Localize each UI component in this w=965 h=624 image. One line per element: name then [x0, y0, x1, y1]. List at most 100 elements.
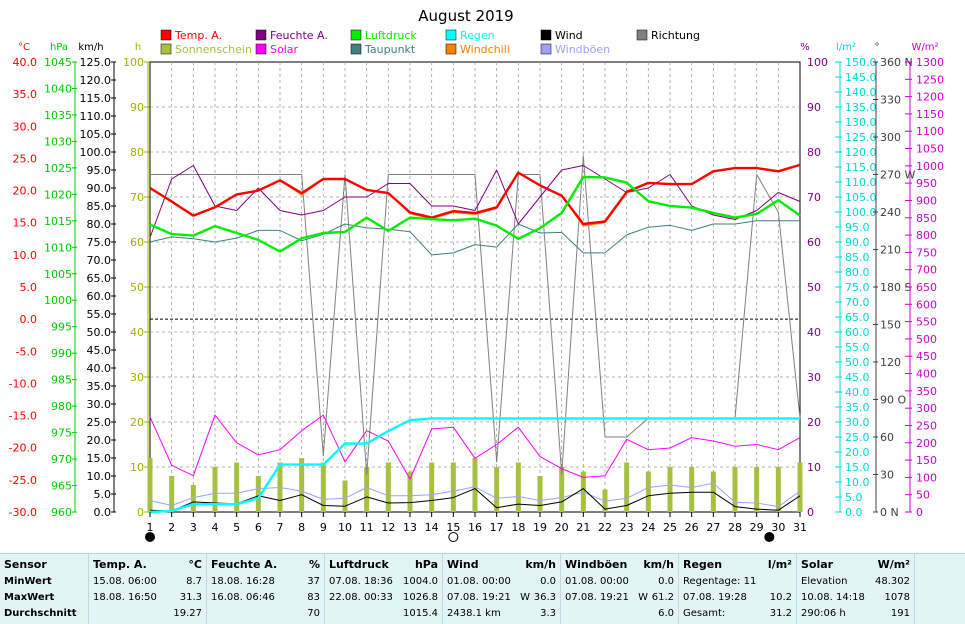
direction-tick-label: 0 N — [880, 506, 899, 519]
x-tick-label: 16 — [468, 521, 482, 534]
kmh-tick-label: 50.0 — [87, 326, 112, 339]
sunshine-bar — [450, 462, 456, 512]
rain-tick-label: 130.0 — [845, 116, 877, 129]
x-tick-label: 28 — [728, 521, 742, 534]
stats-pressure-min-time: 07.08. 18:36 — [329, 576, 393, 587]
direction-tick-label: 330 — [880, 94, 901, 107]
rain-tick-label: 95.0 — [845, 221, 870, 234]
stats-rain-max: 10.2 — [769, 592, 792, 603]
stats-pressure-title: Luftdruck — [329, 558, 389, 571]
percent-tick-label: 10 — [807, 461, 821, 474]
kmh-tick-label: 5.0 — [94, 488, 112, 501]
stats-temp-block: Temp. A. °C 15.08. 06:00 8.7 18.08. 16:50 3… — [89, 554, 207, 624]
hpa-tick-label: 960 — [51, 506, 72, 519]
stats-row-min-label: MinWert — [4, 576, 52, 587]
kmh-tick-label: 100.0 — [80, 146, 112, 159]
direction-tick-label: 150 — [880, 319, 901, 332]
sunshine-bar — [342, 480, 348, 512]
x-tick-label: 27 — [706, 521, 720, 534]
rain-tick-label: 135.0 — [845, 101, 877, 114]
stats-rain-total-label: Gesamt: — [683, 608, 726, 619]
statistics-panel: Sensor MinWert MaxWert Durchschnitt Temp… — [0, 553, 965, 624]
rain-tick-label: 150.0 — [845, 56, 877, 69]
rain-tick-label: 75.0 — [845, 281, 870, 294]
celsius-tick-label: -15.0 — [9, 410, 37, 423]
legend-label: Windchill — [460, 43, 510, 56]
stats-temp-max-time: 18.08. 16:50 — [93, 592, 157, 603]
solar-tick-label: 950 — [916, 177, 937, 190]
solar-tick-label: 0 — [916, 506, 923, 519]
x-tick-label: 29 — [750, 521, 764, 534]
stats-solar-elevation: 48.302 — [875, 576, 910, 587]
solar-tick-label: 300 — [916, 402, 937, 415]
sunshine-bar — [494, 467, 500, 512]
x-tick-label: 18 — [511, 521, 525, 534]
stats-rain-title: Regen — [683, 558, 723, 571]
kmh-tick-label: 25.0 — [87, 416, 112, 429]
kmh-tick-label: 35.0 — [87, 380, 112, 393]
celsius-tick-label: -25.0 — [9, 474, 37, 487]
stats-pressure-unit: hPa — [414, 558, 438, 571]
x-tick-label: 12 — [381, 521, 395, 534]
solar-tick-label: 600 — [916, 298, 937, 311]
rain-tick-label: 20.0 — [845, 446, 870, 459]
legend-swatch — [636, 29, 648, 41]
kmh-tick-label: 95.0 — [87, 164, 112, 177]
kmh-tick-label: 40.0 — [87, 362, 112, 375]
solar-tick-label: 650 — [916, 281, 937, 294]
x-tick-label: 10 — [338, 521, 352, 534]
x-tick-label: 4 — [212, 521, 219, 534]
legend-swatch — [255, 29, 267, 41]
celsius-tick-label: -30.0 — [9, 506, 37, 519]
sunshine-bar — [559, 467, 565, 512]
celsius-tick-label: 40.0 — [13, 56, 38, 69]
legend-label: Taupunkt — [364, 43, 416, 56]
series-line-regen — [149, 417, 800, 514]
legend: Temp. A. Feuchte A. Luftdruck Regen Wind Rich… — [160, 29, 700, 56]
solar-tick-label: 900 — [916, 194, 937, 207]
hpa-tick-label: 990 — [51, 347, 72, 360]
sunshine-bar — [169, 476, 175, 512]
hpa-tick-label: 965 — [51, 480, 72, 493]
sunshine-bar — [624, 462, 630, 512]
stats-temp-title: Temp. A. — [93, 558, 147, 571]
stats-temp-min: 8.7 — [186, 576, 202, 587]
legend-label: Luftdruck — [365, 29, 417, 42]
stats-humidity-min: 37 — [307, 576, 320, 587]
celsius-tick-label: 10.0 — [13, 249, 38, 262]
stats-wind-max-dir: W — [520, 592, 530, 603]
direction-tick-label: 360 N — [880, 56, 913, 69]
hours-tick-label: 30 — [130, 371, 144, 384]
stats-rain-unit: l/m² — [767, 558, 792, 571]
hpa-tick-label: 980 — [51, 400, 72, 413]
kmh-tick-label: 125.0 — [80, 56, 112, 69]
stats-temp-avg: 19.27 — [173, 608, 202, 619]
direction-tick-label: 30 — [880, 469, 894, 482]
stats-humidity-max: 83 — [307, 592, 320, 603]
x-tick-label: 15 — [446, 521, 460, 534]
kmh-tick-label: 80.0 — [87, 218, 112, 231]
stats-rain-total: 31.2 — [769, 608, 792, 619]
solar-tick-label: 350 — [916, 385, 937, 398]
rain-tick-label: 0.0 — [845, 506, 863, 519]
stats-wind-title: Wind — [447, 558, 479, 571]
stats-solar-max: 1078 — [884, 592, 910, 603]
percent-tick-label: 80 — [807, 146, 821, 159]
solar-tick-label: 50 — [916, 489, 930, 502]
rain-axis-unit: l/m² — [836, 42, 856, 53]
x-tick-label: 8 — [298, 521, 305, 534]
stats-solar-block: Solar W/m² Elevation 48.302 10.08. 14:18 10… — [797, 554, 915, 624]
x-tick-label: 26 — [685, 521, 699, 534]
sunshine-bar — [754, 467, 760, 512]
stats-sensor-title: Sensor — [4, 558, 47, 571]
legend-swatch — [350, 43, 362, 55]
legend-swatch — [160, 43, 172, 55]
kmh-tick-label: 90.0 — [87, 182, 112, 195]
celsius-tick-label: 15.0 — [13, 217, 38, 230]
hpa-tick-label: 1025 — [44, 162, 72, 175]
hpa-tick-label: 975 — [51, 427, 72, 440]
sunshine-bar — [732, 467, 738, 512]
hours-tick-label: 40 — [130, 326, 144, 339]
rain-tick-label: 10.0 — [845, 476, 870, 489]
percent-tick-label: 70 — [807, 191, 821, 204]
